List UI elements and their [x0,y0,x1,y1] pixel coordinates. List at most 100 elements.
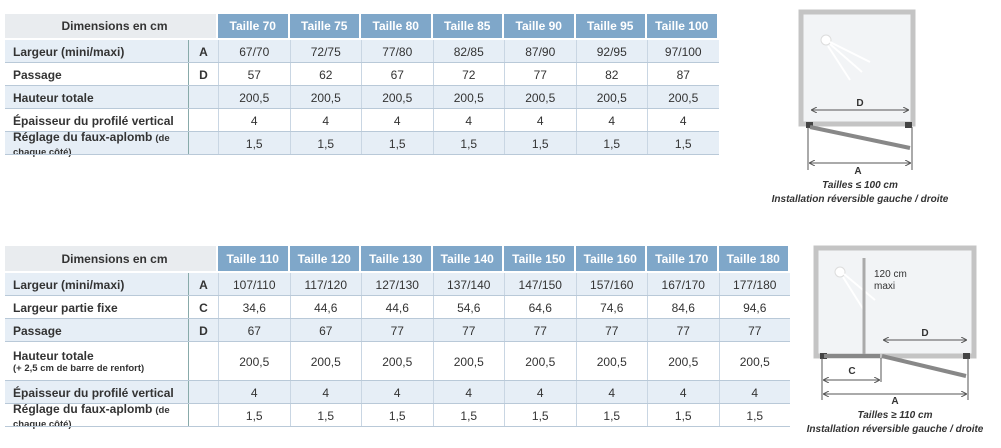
text: 4 [536,385,544,400]
text: 1,5 [674,408,692,423]
value-cell: 44,6 [289,296,362,319]
row-divider [5,295,790,296]
text: Taille 75 [301,19,348,33]
text: Réglage du faux-aplomb [13,401,153,416]
value-cell: 1,5 [361,404,433,427]
value-cell: 62 [289,63,362,86]
header-cell: Taille 140 [432,246,504,271]
text: 1,5 [245,136,263,151]
text: Taille 110 [226,251,279,266]
text: Taille 80 [372,19,419,33]
text: 67 [247,323,261,338]
value-cell: 4 [504,381,576,404]
caption: Installation réversible gauche / droite [807,424,984,435]
text: 74,6 [600,300,624,315]
value-cell: 4 [647,381,719,404]
text: 4 [679,385,687,400]
value-cell: 87/90 [504,40,576,63]
text: 200,5 [668,90,699,105]
text: Taille 150 [512,251,566,266]
text: 4 [250,113,258,128]
header-cell: Taille 90 [504,14,576,38]
text: 200,5 [382,354,413,369]
header-cell: Taille 130 [361,246,433,271]
header-cell: Taille 120 [289,246,361,271]
value-cell: 200,5 [432,86,504,109]
value-cell: 54,6 [432,296,505,319]
text: 200,5 [668,354,699,369]
text: Dimensions en cm [61,19,168,33]
text: 77 [462,323,476,338]
value-cell: 1,5 [361,132,433,155]
row-letter: A [188,273,218,296]
value-cell: 82/85 [432,40,504,63]
value-cell: 200,5 [647,342,719,381]
value-cell: 67 [361,63,433,86]
text: Hauteur totale [13,90,94,105]
value-cell: 147/150 [504,273,576,296]
header-cell: Taille 95 [575,14,647,38]
value-cell: 44,6 [361,296,433,319]
value-cell: 1,5 [504,404,576,427]
value-cell: 4 [432,381,504,404]
value-cell: 77/80 [361,40,433,63]
row-label: Hauteur totale [5,86,188,109]
header-cell: Taille 160 [575,246,647,271]
header-cell: Taille 110 [218,246,290,271]
row-divider [5,380,790,381]
value-cell: 77 [647,319,719,342]
value-cell: 1,5 [432,404,505,427]
text: 97/100 [664,44,702,59]
dim-label: D [856,98,863,109]
text: 127/130 [375,277,419,292]
row-letter: C [188,296,218,319]
text: 1,5 [317,408,335,423]
text: (de chaque côté) [13,132,170,158]
row-divider [5,108,719,109]
text: Dimensions en cm [61,251,168,266]
text: 67/70 [239,44,270,59]
diagram-1: D A Tailles ≤ 100 cm Installation révers… [772,9,949,205]
text: 200,5 [525,90,556,105]
value-cell: 82 [575,63,648,86]
row-label: Largeur (mini/maxi) [5,40,188,63]
row-divider [5,154,719,155]
text: Taille 130 [369,251,423,266]
row-divider [5,85,719,86]
text: 177/180 [733,277,777,292]
text: 77/80 [382,44,413,59]
header-cell: Taille 75 [289,14,361,38]
row-label: Largeur (mini/maxi) [5,273,188,296]
value-cell: 1,5 [575,404,648,427]
text: 1,5 [531,408,549,423]
caption: Tailles ≥ 110 cm [858,410,933,421]
text: 67 [390,67,404,82]
text: 82 [605,67,619,82]
text: 72/75 [310,44,341,59]
value-cell: 200,5 [361,342,433,381]
text: 117/120 [304,277,348,292]
text: 4 [536,113,544,128]
text: 94,6 [743,300,767,315]
value-cell: 77 [718,319,790,342]
text: 147/150 [518,277,562,292]
value-cell: 64,6 [504,296,576,319]
value-cell: 4 [647,109,719,132]
text: 87/90 [525,44,556,59]
text: 1,5 [245,408,263,423]
value-cell: 1,5 [289,132,361,155]
text: 44,6 [314,300,338,315]
header-cell: Taille 80 [361,14,433,38]
text: 157/160 [590,277,634,292]
diagram-2: 120 cm maxi D C A Tailles ≥ 110 cm Insta… [807,245,984,435]
header-cell: Taille 150 [504,246,576,271]
text: 82/85 [453,44,484,59]
header-cell: Dimensions en cm [5,14,218,38]
header-cell: Taille 85 [432,14,504,38]
text: 1,5 [603,408,621,423]
row-label: Hauteur totale (+ 2,5 cm de barre de renf… [5,342,188,381]
value-cell: 4 [361,381,433,404]
text: Épaisseur du profilé vertical [13,385,174,400]
row-divider [5,131,719,132]
row-letter: D [188,319,218,342]
